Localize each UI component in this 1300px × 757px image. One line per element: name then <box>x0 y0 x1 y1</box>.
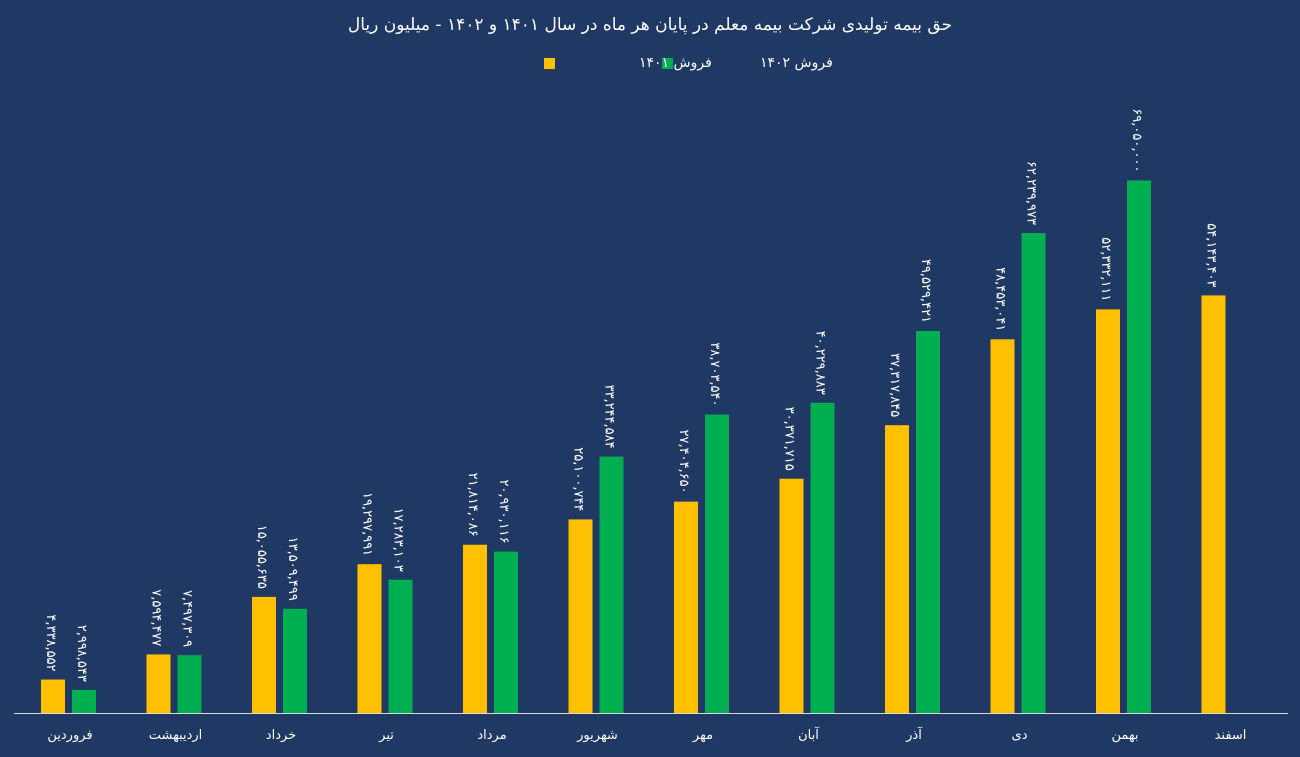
data-label: ۷,۵۹۴,۴۷۷ <box>149 589 164 646</box>
x-tick-label: مرداد <box>477 728 506 743</box>
plot-area: ۴,۳۳۸,۵۵۲ ۲,۹۹۸,۵۴۳ فروردین ۷,۵۹۴,۴۷۷ ۷,۴۹۷,… <box>41 108 1246 743</box>
x-tick-label: تیر <box>378 728 394 743</box>
bar-1402 <box>72 689 96 713</box>
legend-swatch-1401 <box>544 58 555 69</box>
bar-1402 <box>810 402 835 713</box>
bar-1401 <box>568 519 593 713</box>
data-label: ۲۱,۸۱۴,۰۸۶ <box>465 473 480 537</box>
data-label: ۲۷,۴۰۴,۶۵۰ <box>676 430 691 494</box>
x-tick-label: دی <box>1012 728 1028 743</box>
data-label: ۳۰,۳۷۱,۷۱۵ <box>782 407 797 471</box>
data-label: ۲,۹۹۸,۵۴۳ <box>74 625 89 682</box>
legend-label-1402: فروش ۱۴۰۲ <box>760 55 833 71</box>
bar-1401 <box>1096 309 1120 713</box>
data-label: ۱۳,۵۰۹,۴۹۹ <box>285 537 300 601</box>
bar-1402 <box>705 414 729 713</box>
x-tick-label: فروردین <box>47 728 92 743</box>
data-label: ۲۵,۱۰۰,۷۴۴ <box>571 447 586 511</box>
x-tick-label: آذر <box>905 726 923 743</box>
legend-swatch-1402 <box>662 58 673 69</box>
data-label: ۷,۴۹۷,۳۰۹ <box>180 590 195 647</box>
bar-1401 <box>357 564 382 713</box>
bar-1402 <box>494 551 518 713</box>
data-label: ۵۴,۱۴۳,۴۰۳ <box>1204 223 1219 287</box>
x-tick-label: بهمن <box>1111 728 1138 743</box>
data-label: ۴۰,۲۲۹,۸۸۳ <box>813 331 828 395</box>
x-tick-label: خرداد <box>266 728 296 743</box>
bar-1402 <box>388 579 413 713</box>
data-label: ۴۸,۴۵۳,۰۴۱ <box>993 267 1008 331</box>
x-tick-label: آبان <box>798 726 820 743</box>
chart-title: حق بیمه تولیدی شرکت بیمه معلم در پایان ه… <box>348 15 952 35</box>
legend: فروش ۱۴۰۲ فروش ۱۴۰۱ <box>544 55 833 71</box>
x-tick-label: مهر <box>692 728 713 743</box>
data-label: ۳۳,۲۴۴,۵۸۴ <box>602 384 617 448</box>
bar-1402 <box>1127 180 1151 713</box>
bar-1402 <box>1021 232 1046 713</box>
bar-1401 <box>885 425 909 713</box>
x-tick-label: اردیبهشت <box>149 728 203 743</box>
data-label: ۴۹,۵۲۹,۴۲۱ <box>918 259 933 323</box>
legend-label-1401: فروش ۱۴۰۱ <box>639 55 712 71</box>
data-label: ۱۵,۰۵۵,۶۳۵ <box>254 525 269 589</box>
data-label: ۶۲,۲۳۹,۹۷۳ <box>1024 161 1039 225</box>
x-tick-label: اسفند <box>1215 728 1247 743</box>
bar-1401 <box>1201 295 1226 713</box>
bar-1402 <box>599 456 624 713</box>
bar-1401 <box>674 501 698 713</box>
bar-1401 <box>463 544 487 713</box>
data-label: ۵۲,۳۳۲,۱۱۱ <box>1098 237 1113 301</box>
bar-1401 <box>41 679 65 713</box>
x-tick-label: شهریور <box>576 728 618 743</box>
data-label: ۶۹,۰۵۰,۰۰۰ <box>1129 108 1144 172</box>
data-label: ۱۹,۲۹۷,۹۹۱ <box>360 492 375 556</box>
data-label: ۲۰,۹۳۰,۱۱۶ <box>496 479 511 543</box>
data-label: ۴,۳۳۸,۵۵۲ <box>43 614 58 671</box>
bar-1401 <box>252 596 276 713</box>
data-label: ۳۸,۷۰۳,۵۴۰ <box>707 342 722 406</box>
bar-1402 <box>283 608 307 713</box>
bar-1401 <box>779 478 804 713</box>
bar-1402 <box>177 655 202 713</box>
bar-1401 <box>990 339 1015 713</box>
data-label: ۱۷,۲۸۳,۱۰۳ <box>391 508 406 572</box>
bar-1401 <box>146 654 171 713</box>
data-label: ۳۷,۳۱۷,۸۴۵ <box>887 353 902 417</box>
bar-1402 <box>916 331 940 713</box>
